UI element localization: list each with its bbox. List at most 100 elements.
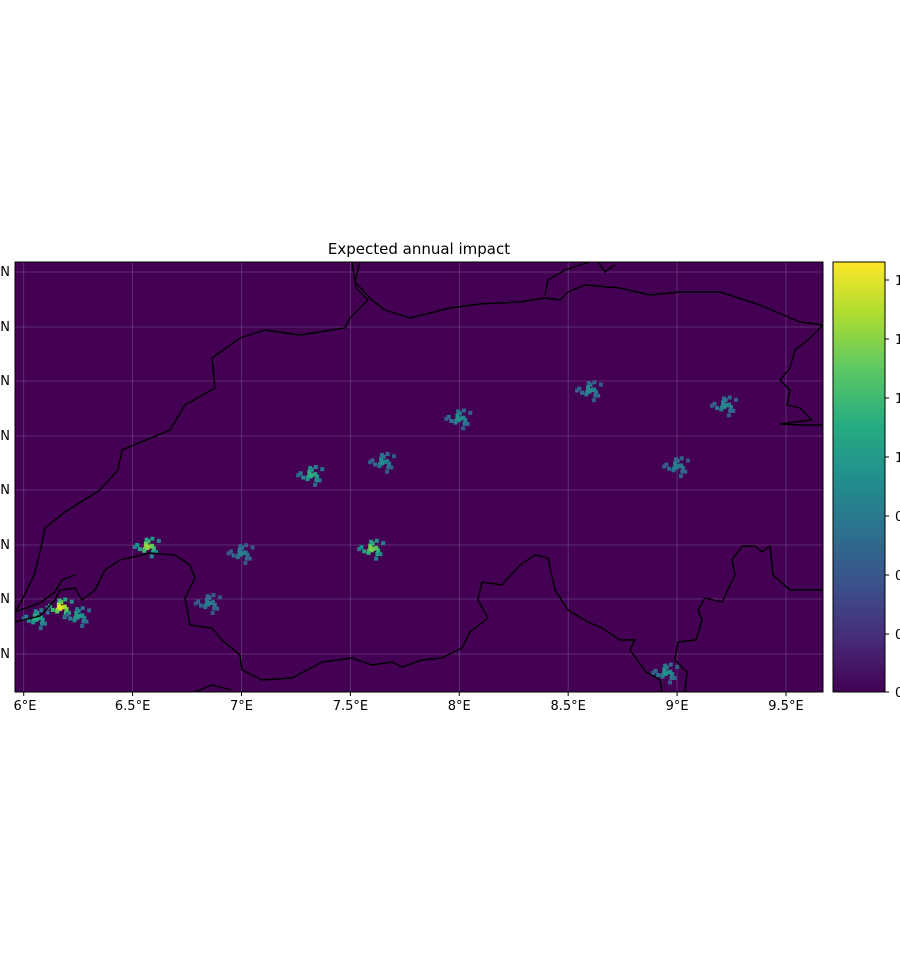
impact-cell (80, 613, 85, 618)
impact-cell (58, 606, 63, 611)
impact-cell (385, 452, 390, 456)
impact-cell (592, 387, 597, 392)
impact-cell (65, 612, 70, 617)
impact-cell (584, 392, 589, 397)
impact-cell (87, 608, 92, 613)
y-axis-ticks: N N N N N N N N (0, 265, 10, 662)
impact-cell (154, 550, 159, 555)
impact-cell (150, 543, 154, 548)
impact-cell (56, 602, 61, 607)
impact-cell (725, 403, 729, 408)
impact-cell (453, 420, 458, 425)
impact-cell (463, 418, 468, 423)
impact-cell (39, 608, 44, 613)
impact-cell (674, 457, 678, 462)
impact-cell (668, 669, 673, 674)
impact-cell (389, 465, 394, 470)
impact-cell (726, 413, 731, 418)
impact-cell (590, 388, 594, 393)
impact-cell (577, 386, 582, 391)
impact-cell (374, 556, 379, 561)
x-tick-label: 6.5°E (115, 699, 150, 714)
impact-cell (26, 618, 31, 623)
impact-cell (63, 614, 68, 619)
impact-cell (374, 545, 379, 550)
impact-cell (731, 408, 736, 413)
impact-cell (247, 556, 252, 561)
colorbar-tick-label: 0 (895, 628, 900, 643)
impact-cell (32, 613, 37, 618)
impact-cell (666, 670, 671, 675)
impact-cell (672, 676, 677, 680)
liechtenstein-border (779, 324, 823, 426)
impact-cell (456, 417, 461, 422)
lake-geneva-shore (15, 574, 76, 613)
impact-cell (380, 461, 385, 466)
impact-cell (386, 465, 391, 470)
impact-cell (196, 599, 201, 604)
impact-cell (38, 615, 43, 620)
impact-cell (74, 611, 79, 615)
impact-cell (668, 662, 673, 667)
impact-cell (379, 459, 384, 463)
switzerland-border-east (674, 544, 823, 692)
impact-cell (370, 458, 375, 463)
impact-cell (660, 674, 665, 679)
impact-cell (313, 465, 318, 469)
impact-cell (461, 415, 466, 420)
x-tick-label: 7°E (230, 699, 253, 714)
impact-cell (143, 541, 148, 546)
impact-cell (60, 605, 65, 610)
impact-cell (75, 615, 80, 620)
impact-cell (715, 406, 719, 410)
impact-cell (372, 546, 377, 551)
impact-cell (662, 667, 667, 672)
impact-cell (235, 555, 240, 560)
map-frame (14, 261, 824, 693)
impact-cell (204, 598, 209, 602)
impact-cell (385, 469, 389, 474)
impact-cell (680, 469, 685, 474)
impact-cell (198, 603, 203, 608)
impact-cell (307, 469, 312, 474)
impact-cell (721, 400, 726, 405)
impact-cell (673, 461, 678, 466)
impact-cell (671, 468, 676, 473)
impact-cell (380, 453, 384, 457)
impact-cell (586, 385, 590, 390)
impact-cell (75, 607, 80, 612)
impact-cell (455, 415, 460, 420)
impact-cell (43, 621, 47, 626)
impact-cell (211, 593, 216, 598)
impact-cell (298, 471, 303, 476)
impact-cell (135, 543, 140, 547)
impact-cell (150, 536, 155, 541)
impact-cell (40, 621, 44, 626)
impact-cell (455, 413, 460, 418)
impact-cell (305, 477, 310, 481)
impact-cell (656, 673, 661, 678)
colorbar-tick-label: 1 (895, 333, 900, 348)
impact-cell (57, 604, 61, 609)
impact-cell (38, 626, 43, 631)
impact-cell (586, 387, 591, 392)
impact-cell (446, 414, 451, 419)
impact-cell (212, 602, 217, 607)
impact-cell (378, 552, 383, 557)
impact-cell (62, 604, 67, 609)
impact-cell (385, 459, 390, 464)
impact-cell (311, 472, 316, 477)
impact-cell (662, 669, 667, 674)
impact-cell (387, 461, 392, 466)
impact-cell (68, 616, 73, 621)
impact-cell (210, 610, 215, 615)
impact-cell (670, 672, 675, 677)
impact-cell (667, 466, 672, 471)
impact-cell (243, 550, 248, 555)
impact-cell (245, 552, 250, 557)
x-axis-ticks: 6°E 6.5°E 7°E 7.5°E 8°E 8.5°E 9°E 9.5°E (14, 692, 804, 714)
impact-cell (710, 403, 714, 408)
impact-cell (34, 617, 39, 622)
impact-cell (315, 474, 320, 479)
